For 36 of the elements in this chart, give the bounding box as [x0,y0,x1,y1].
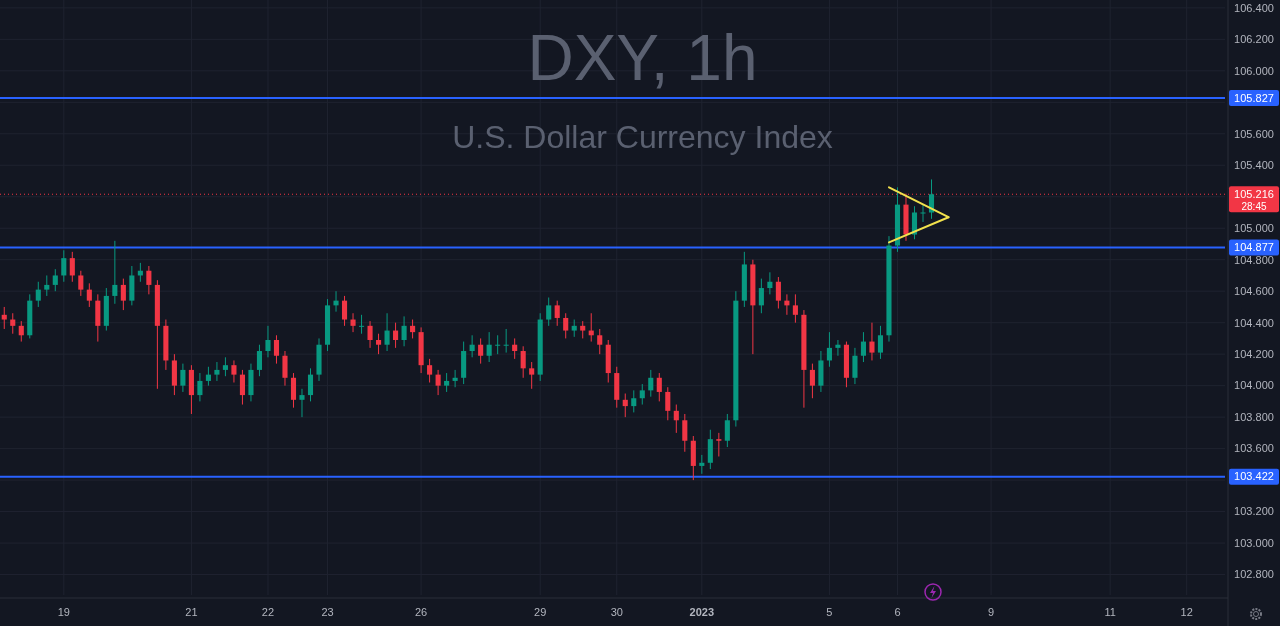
ref-line-label: 104.877 [1234,241,1274,254]
y-tick-label: 104.800 [1234,253,1274,266]
y-tick-label: 103.600 [1234,442,1274,455]
y-tick-label: 102.800 [1234,568,1274,581]
y-tick-label: 105.000 [1234,222,1274,235]
chart-title: DXY, 1h [527,22,758,94]
x-tick-label: 26 [414,606,428,618]
x-tick-label: 29 [534,606,547,618]
x-tick-label: 12 [1180,606,1193,618]
x-tick-label: 9 [988,606,995,618]
x-tick-label: 23 [321,606,334,618]
x-tick-label: 6 [894,606,901,618]
x-tick-label: 11 [1104,606,1116,618]
y-tick-label: 105.400 [1234,159,1274,172]
text: U.S. Dollar Currency Index [452,119,833,155]
x-tick-label: 5 [826,606,833,618]
y-tick-label: 106.000 [1234,64,1274,77]
x-tick-label: 2023 [689,606,715,618]
x-tick-label: 22 [261,606,275,618]
y-tick-label: 104.600 [1234,285,1274,298]
y-tick-label: 103.000 [1234,536,1274,549]
y-tick-label: 103.800 [1234,410,1274,423]
y-tick-label: 106.400 [1234,1,1274,14]
ref-line-label: 103.422 [1234,470,1274,483]
y-tick-label: 104.000 [1234,379,1274,392]
y-tick-label: 104.200 [1234,348,1274,361]
y-tick-label: 105.600 [1234,127,1274,140]
y-tick-label: 104.400 [1234,316,1274,329]
x-tick-label: 19 [57,606,70,618]
y-tick-label: 106.200 [1234,33,1274,46]
x-tick-label: 30 [610,606,623,618]
x-tick-label: 21 [185,606,198,618]
text: 28:45 [1241,200,1267,212]
y-tick-label: 103.200 [1234,505,1274,518]
ref-line-label: 105.216 [1234,188,1274,201]
ref-line-label: 105.827 [1234,91,1274,104]
